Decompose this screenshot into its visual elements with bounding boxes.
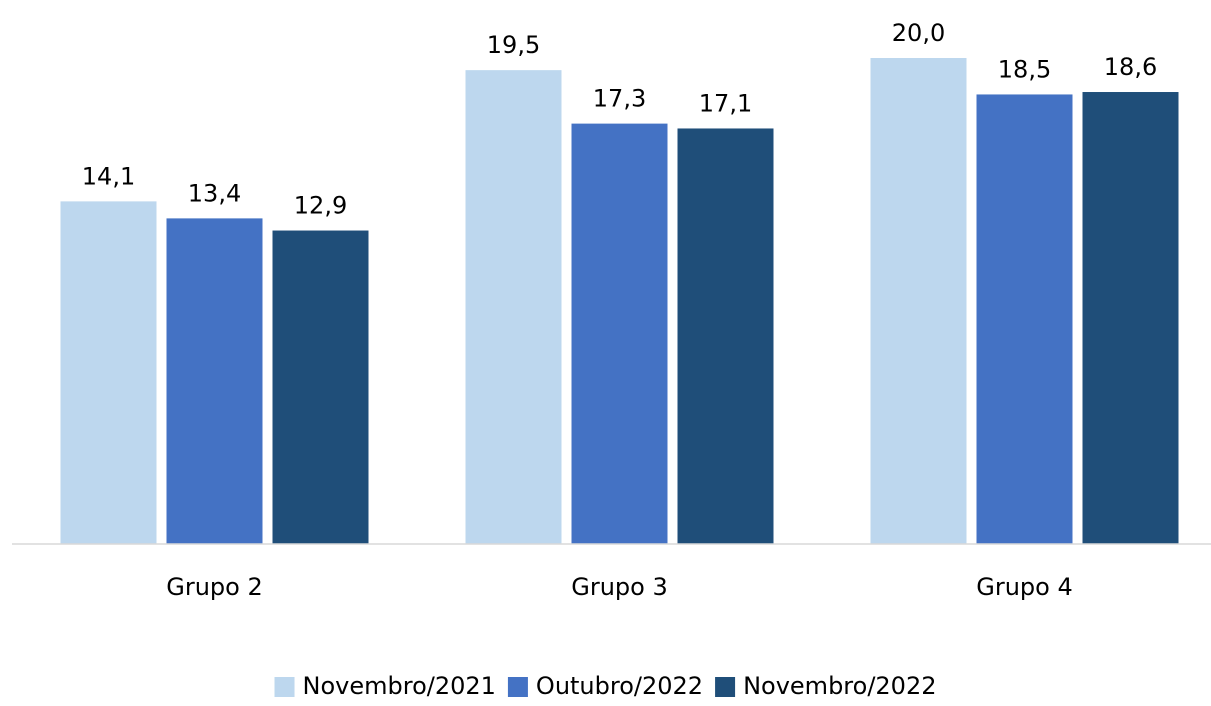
bar bbox=[60, 201, 157, 544]
data-label: 18,6 bbox=[1104, 53, 1157, 81]
legend-label: Novembro/2022 bbox=[743, 672, 936, 700]
legend-swatch bbox=[274, 677, 295, 697]
bar bbox=[571, 123, 668, 545]
bar bbox=[272, 230, 369, 544]
data-label: 18,5 bbox=[998, 55, 1051, 83]
bar bbox=[166, 218, 263, 544]
data-label: 14,1 bbox=[82, 162, 135, 190]
x-tick-label: Grupo 4 bbox=[976, 573, 1073, 601]
bar bbox=[677, 128, 774, 544]
legend-label: Outubro/2022 bbox=[536, 672, 703, 700]
data-label: 12,9 bbox=[294, 192, 347, 220]
bar bbox=[1082, 92, 1179, 545]
data-label: 20,0 bbox=[892, 19, 945, 47]
x-tick-label: Grupo 3 bbox=[571, 573, 668, 601]
data-label: 19,5 bbox=[487, 31, 540, 59]
bar bbox=[976, 94, 1073, 544]
data-label: 13,4 bbox=[188, 179, 241, 207]
legend-swatch bbox=[715, 677, 736, 697]
legend-swatch bbox=[507, 677, 528, 697]
data-label: 17,1 bbox=[699, 89, 752, 117]
bar bbox=[870, 58, 967, 544]
x-tick-label: Grupo 2 bbox=[166, 573, 263, 601]
legend-label: Novembro/2021 bbox=[303, 672, 496, 700]
bar bbox=[465, 70, 562, 545]
data-label: 17,3 bbox=[593, 85, 646, 113]
